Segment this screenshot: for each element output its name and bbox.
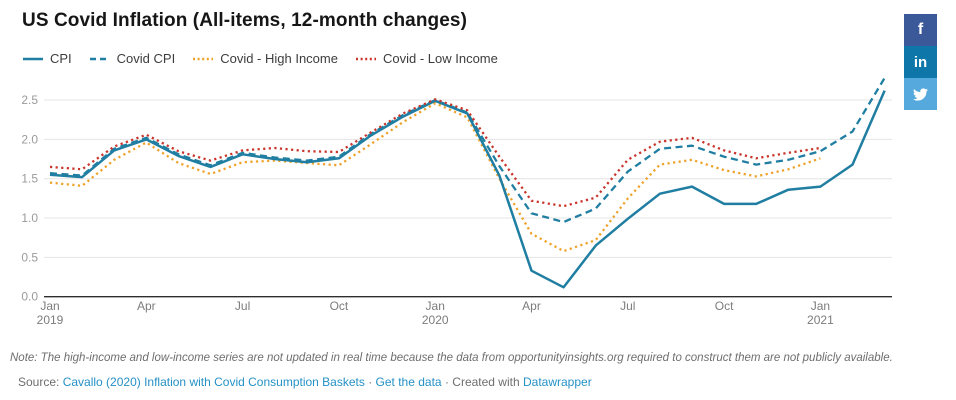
facebook-icon: f [917, 21, 924, 38]
x-tick-label: Jan [811, 299, 830, 313]
y-tick-label: 1.5 [21, 172, 38, 186]
twitter-share-button[interactable] [904, 78, 937, 110]
linkedin-icon: in [913, 53, 928, 71]
x-tick-label: Jul [235, 299, 250, 313]
x-tick-label: Jan [426, 299, 445, 313]
chart-legend: CPI Covid CPI Covid - High Income Covid … [22, 51, 498, 66]
created-with-label: Created with [452, 375, 520, 389]
source-label: Source: [18, 375, 60, 389]
get-the-data-link[interactable]: Get the data [375, 375, 442, 389]
linkedin-share-button[interactable]: in [904, 46, 937, 78]
datawrapper-link[interactable]: Datawrapper [523, 375, 592, 389]
x-tick-year-label: 2020 [422, 313, 449, 327]
series-line-cpi [49, 90, 886, 289]
twitter-icon [913, 87, 928, 101]
covid-high-income-line-swatch [192, 55, 214, 63]
y-tick-label: 2.0 [21, 132, 38, 146]
facebook-share-button[interactable]: f [904, 14, 937, 46]
separator: · [444, 375, 449, 389]
y-tick-label: 2.5 [21, 93, 38, 107]
x-tick-label: Jul [620, 299, 635, 313]
x-tick-year-label: 2021 [807, 313, 834, 327]
y-tick-label: 0.5 [21, 250, 38, 264]
x-tick-label: Jan [40, 299, 59, 313]
y-tick-label: 1.0 [21, 211, 38, 225]
series-line-covid-low-income [49, 98, 821, 208]
x-tick-label: Apr [137, 299, 156, 313]
series-line-covid-cpi [49, 77, 886, 224]
covid-low-income-line-swatch [355, 55, 377, 63]
legend-label: Covid - High Income [220, 51, 338, 66]
covid-cpi-line-swatch [89, 55, 111, 63]
legend-item-covid-high-income: Covid - High Income [192, 51, 338, 66]
legend-item-covid-low-income: Covid - Low Income [355, 51, 498, 66]
x-tick-label: Oct [330, 299, 349, 313]
legend-label: Covid - Low Income [382, 51, 498, 66]
share-buttons: f in [904, 14, 937, 110]
legend-label: CPI [50, 51, 72, 66]
legend-item-covid-cpi: Covid CPI [89, 51, 176, 66]
series-line-covid-high-income [49, 102, 821, 253]
x-tick-year-label: 2019 [37, 313, 64, 327]
chart-note: Note: The high-income and low-income ser… [10, 352, 893, 364]
separator: · [368, 375, 373, 389]
legend-item-cpi: CPI [22, 51, 72, 66]
page-title: US Covid Inflation (All-items, 12-month … [22, 10, 468, 31]
chart-source-line: Source: Cavallo (2020) Inflation with Co… [18, 375, 592, 389]
y-tick-label: 0.0 [21, 290, 38, 304]
x-tick-label: Oct [715, 299, 734, 313]
cpi-line-swatch [22, 55, 44, 63]
legend-label: Covid CPI [116, 51, 176, 66]
source-link[interactable]: Cavallo (2020) Inflation with Covid Cons… [62, 375, 365, 389]
x-tick-label: Apr [522, 299, 541, 313]
